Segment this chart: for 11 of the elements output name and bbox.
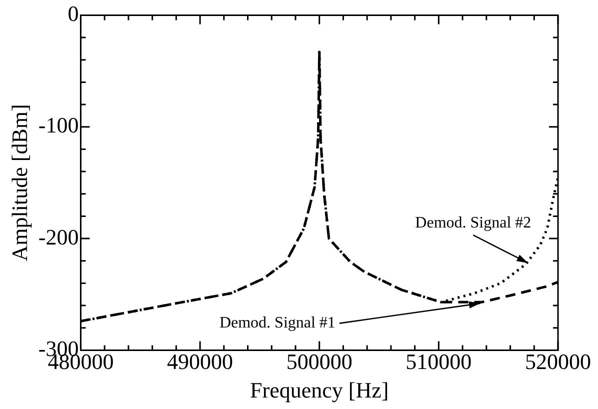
- annotation: Demod. Signal #2: [415, 214, 532, 232]
- y-tick-label: 0: [68, 0, 79, 26]
- x-tick-label: 510000: [406, 349, 472, 374]
- y-axis-title: Amplitude [dBm]: [6, 104, 32, 262]
- x-tick-label: 520000: [525, 349, 591, 374]
- y-tick-label: -200: [38, 224, 79, 250]
- y-tick-label: -100: [38, 112, 79, 138]
- x-axis-title: Frequency [Hz]: [250, 378, 389, 403]
- x-tick-label: 490000: [167, 349, 234, 374]
- x-tick-label: 500000: [286, 349, 352, 374]
- annotation: Demod. Signal #1: [219, 314, 336, 332]
